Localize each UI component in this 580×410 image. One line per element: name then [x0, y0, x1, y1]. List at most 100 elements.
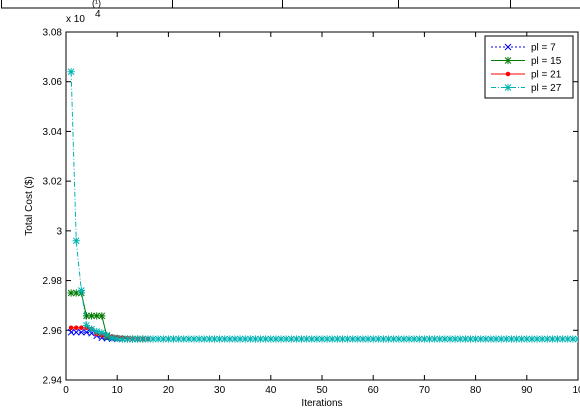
data-point — [169, 335, 178, 343]
data-point — [548, 335, 556, 343]
legend-box — [484, 35, 574, 99]
legend: pl = 7 pl = 15 pl = 21 pl = 27 — [484, 35, 574, 99]
legend-item: pl = 15 — [491, 56, 562, 67]
data-point — [159, 335, 167, 343]
data-point — [98, 329, 106, 337]
y-exponent-power: 4 — [95, 9, 101, 20]
data-point — [231, 335, 239, 343]
data-point — [466, 335, 475, 343]
data-point — [175, 335, 183, 343]
data-point — [251, 335, 260, 343]
data-point — [512, 335, 521, 343]
series-group — [67, 68, 578, 343]
data-point — [461, 335, 469, 343]
data-point — [507, 335, 516, 343]
data-point — [103, 331, 111, 339]
data-point — [68, 325, 74, 331]
data-point — [528, 335, 536, 343]
data-point — [482, 335, 490, 343]
y-axis-label: Total Cost ($) — [24, 176, 35, 235]
x-tick-label: 10 — [572, 385, 580, 396]
data-point — [195, 335, 203, 343]
data-point — [221, 335, 229, 343]
data-point — [82, 321, 91, 329]
data-point — [487, 335, 495, 343]
data-point — [569, 335, 577, 343]
x-tick-label: 30 — [214, 385, 226, 396]
data-point — [67, 328, 75, 336]
data-point — [83, 328, 90, 336]
data-point — [564, 335, 572, 343]
data-point — [446, 335, 454, 343]
x-tick-label: 70 — [419, 385, 431, 396]
data-point — [425, 335, 434, 343]
data-point — [277, 335, 285, 343]
y-tick-label: 2.98 — [43, 276, 63, 287]
data-point — [236, 335, 244, 343]
data-point — [93, 327, 101, 336]
data-point — [113, 334, 121, 343]
data-point — [533, 335, 541, 343]
data-point — [369, 335, 377, 343]
table-fragment-text: (¹) — [92, 0, 101, 8]
data-point — [246, 335, 254, 343]
data-point — [108, 334, 116, 342]
data-point — [226, 335, 234, 343]
table-fragment — [1, 0, 580, 9]
data-point — [504, 43, 512, 51]
x-tick-label: 20 — [163, 385, 175, 396]
data-point — [128, 335, 137, 343]
data-point — [190, 335, 198, 343]
data-point — [154, 335, 162, 343]
data-point — [349, 335, 357, 343]
y-tick-label: 3.04 — [43, 127, 63, 138]
data-point — [451, 335, 459, 343]
data-point — [328, 335, 336, 343]
data-point — [492, 335, 500, 343]
data-point — [139, 335, 147, 343]
data-point — [504, 83, 512, 92]
data-point — [287, 335, 295, 343]
legend-label: pl = 21 — [531, 70, 562, 81]
x-tick-label: 80 — [470, 385, 482, 396]
data-point — [241, 335, 249, 343]
data-point — [354, 335, 362, 343]
data-point — [379, 335, 388, 343]
data-point — [205, 335, 213, 343]
x-tick-label: 40 — [265, 385, 277, 396]
data-point — [415, 335, 423, 343]
data-point — [262, 335, 270, 343]
data-point — [553, 335, 562, 343]
data-point — [318, 335, 326, 343]
data-point — [395, 335, 403, 343]
data-point — [431, 335, 439, 343]
data-point — [374, 335, 382, 343]
data-point — [78, 328, 85, 336]
y-tick-label: 3.06 — [43, 77, 63, 88]
legend-item: pl = 7 — [491, 43, 556, 54]
y-tick-label: 2.96 — [43, 326, 63, 337]
x-tick-label: 60 — [368, 385, 380, 396]
data-point — [456, 335, 464, 343]
x-tick-label: 50 — [316, 385, 328, 396]
y-tick-label: 3.08 — [43, 28, 63, 39]
data-point — [441, 335, 449, 343]
data-point — [477, 335, 485, 343]
data-point — [149, 335, 157, 343]
legend-item: pl = 21 — [491, 70, 562, 81]
data-point — [420, 335, 428, 343]
data-point — [82, 312, 91, 320]
data-point — [144, 335, 152, 343]
data-point — [323, 335, 331, 343]
data-point — [523, 335, 531, 343]
data-point — [359, 335, 367, 343]
legend-label: pl = 27 — [531, 83, 562, 94]
data-point — [216, 335, 224, 343]
data-point — [88, 325, 96, 333]
data-point — [436, 335, 444, 343]
x-axis-label: Iterations — [301, 398, 342, 409]
x-tick-label: 10 — [112, 385, 124, 396]
data-point — [538, 335, 546, 343]
data-point — [282, 335, 290, 343]
